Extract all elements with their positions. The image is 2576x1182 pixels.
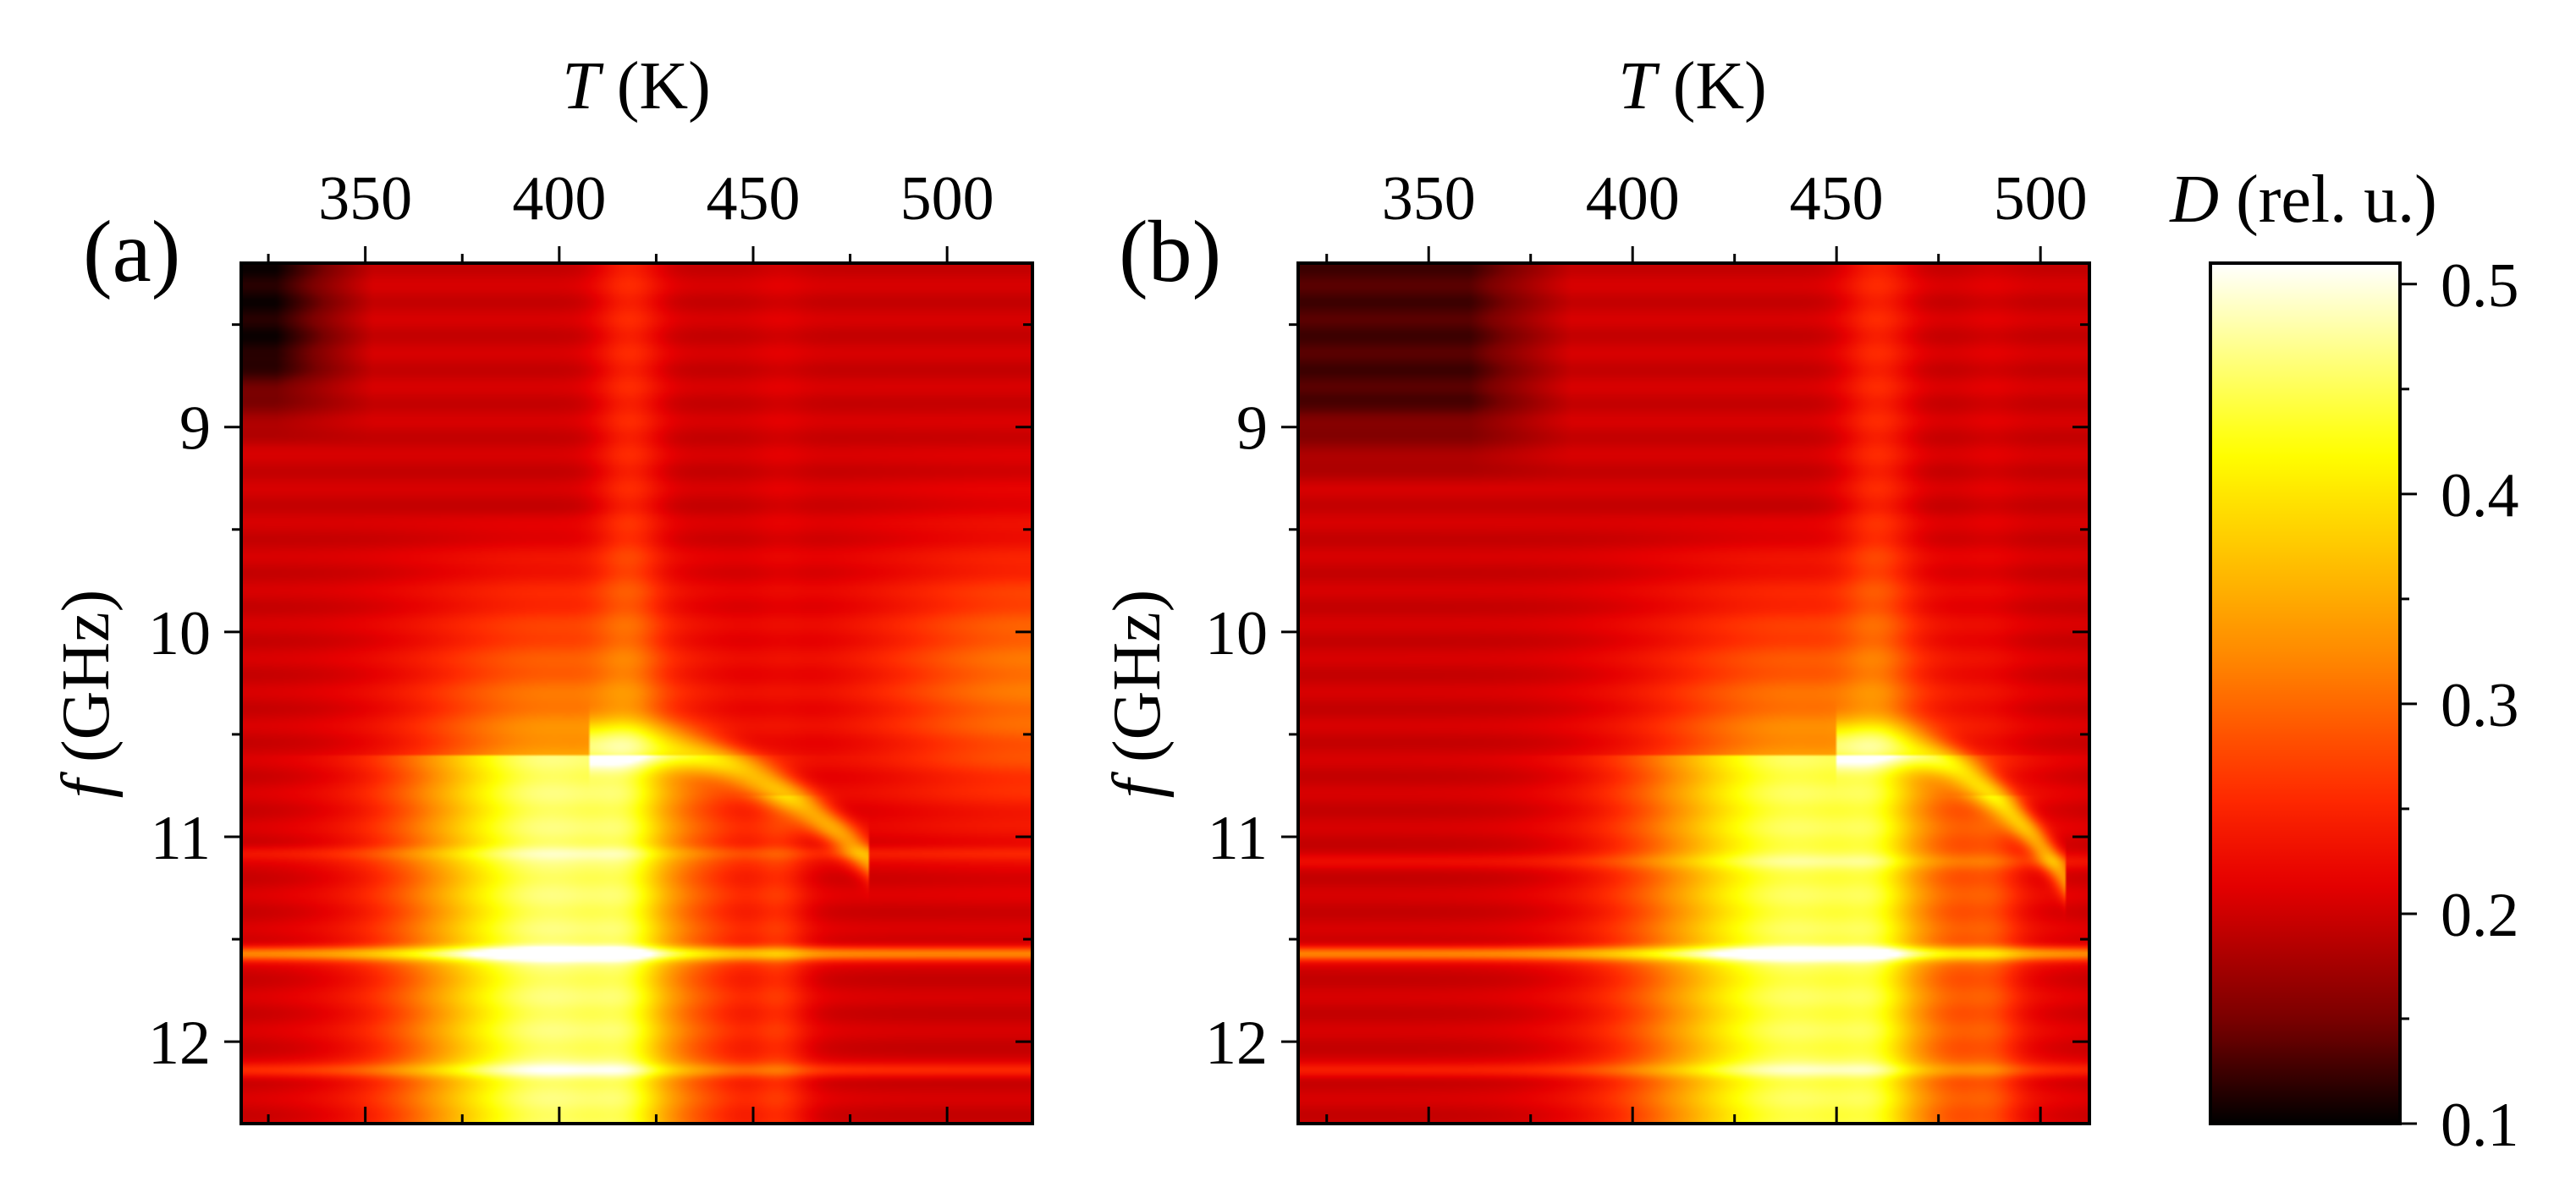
y-tick-label: 12 <box>1205 1009 1268 1078</box>
heatmap-b-image <box>1298 263 2089 1124</box>
y-tick-label: 11 <box>151 804 211 873</box>
x-tick-label: 350 <box>318 164 412 234</box>
x-tick-label: 500 <box>1994 164 2088 234</box>
panel-label-b: (b) <box>1119 203 1221 300</box>
colorbar-tick-label: 0.3 <box>2441 671 2519 740</box>
plot-frame-b <box>1296 261 2091 1125</box>
y-tick-label: 10 <box>1205 599 1268 668</box>
colorbar-ticks: 0.1 0.2 0.3 0.4 0.5 <box>2400 251 2519 1160</box>
y-tick-label: 9 <box>1236 394 1268 464</box>
x-tick-label: 400 <box>512 164 606 234</box>
y-tick-label: 12 <box>148 1009 211 1078</box>
x-tick-label: 450 <box>707 164 801 234</box>
colorbar-title: D (rel. u.) <box>2169 162 2436 237</box>
colorbar-tick-label: 0.4 <box>2441 461 2519 531</box>
panel-b: 350 400 450 500 9 10 11 12 (b) T (K) f (GHz) <box>1100 49 2091 1125</box>
y-tick-label: 10 <box>148 599 211 668</box>
x-tick-label: 400 <box>1586 164 1680 234</box>
colorbar: 0.1 0.2 0.3 0.4 0.5 D (rel. u.) <box>2169 162 2518 1160</box>
axis-ticks-a: 350 400 450 500 9 10 11 12 <box>148 164 1032 1124</box>
panel-label-a: (a) <box>83 203 180 300</box>
x-tick-label: 350 <box>1382 164 1476 234</box>
colorbar-tick-label: 0.1 <box>2441 1091 2519 1160</box>
colorbar-tick-label: 0.5 <box>2441 251 2519 321</box>
x-tick-label: 450 <box>1790 164 1884 234</box>
panel-a: 350 400 450 500 9 10 11 12 (a) T (K) f (GHz) <box>49 49 1034 1125</box>
y-tick-label: 11 <box>1208 804 1268 873</box>
x-axis-title-b: T (K) <box>1618 49 1767 124</box>
colorbar-gradient <box>2210 263 2400 1124</box>
plot-frame-a <box>239 261 1034 1125</box>
y-axis-title-a: f (GHz) <box>49 590 124 799</box>
y-tick-label: 9 <box>179 394 211 464</box>
x-tick-label: 500 <box>900 164 994 234</box>
y-axis-title-b: f (GHz) <box>1100 590 1175 799</box>
axis-ticks-b: 350 400 450 500 9 10 11 12 <box>1205 164 2089 1124</box>
heatmap-a-image <box>241 263 1032 1124</box>
colorbar-frame <box>2209 261 2402 1125</box>
colorbar-tick-label: 0.2 <box>2441 881 2519 950</box>
x-axis-title-a: T (K) <box>562 49 711 124</box>
